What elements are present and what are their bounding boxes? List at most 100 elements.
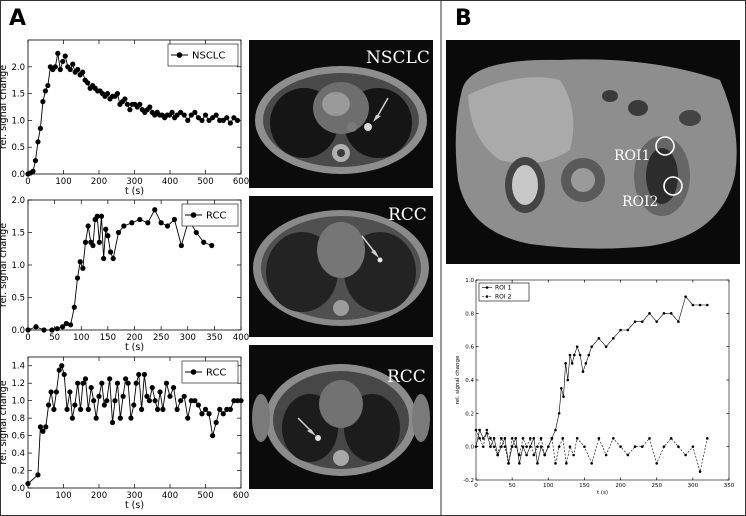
legend-label: NSCLC [192, 51, 225, 62]
data-point [648, 437, 651, 440]
x-tick-label: 0 [25, 491, 30, 501]
data-point [669, 437, 673, 440]
data-point [220, 117, 226, 123]
data-point [54, 326, 60, 332]
data-point [25, 481, 31, 487]
data-point [49, 327, 55, 333]
legend-label: ROI 1 [495, 285, 512, 292]
data-point [163, 380, 170, 386]
data-point [52, 64, 58, 70]
data-point [640, 445, 644, 448]
data-point [64, 406, 70, 412]
data-point [37, 424, 44, 430]
data-point [706, 303, 709, 307]
x-tick-label: 0 [25, 177, 30, 187]
data-point [575, 345, 579, 348]
data-point [210, 433, 216, 439]
data-point [597, 437, 601, 440]
data-point [181, 393, 187, 399]
data-point [136, 371, 142, 378]
data-point [192, 398, 198, 404]
data-point [604, 453, 608, 457]
x-tick-label: 400 [233, 333, 249, 343]
data-point [149, 384, 155, 391]
data-point [93, 415, 99, 421]
data-point [96, 393, 102, 399]
data-point [91, 398, 97, 404]
data-point [48, 389, 54, 395]
x-tick-label: 100 [55, 491, 71, 501]
y-tick-label: 0.0 [11, 484, 25, 494]
data-point [104, 91, 111, 97]
data-point [41, 327, 47, 333]
data-point [559, 387, 563, 390]
y-axis-label: rel. signal change [0, 380, 9, 464]
data-point [43, 424, 49, 430]
data-point [121, 223, 127, 229]
mri-label-rcc-top: RCC [388, 205, 427, 225]
data-point [60, 58, 66, 65]
legend-box [167, 43, 239, 67]
y-axis-label: rel. signal change [455, 355, 461, 404]
data-point [525, 445, 528, 448]
data-point [231, 115, 237, 121]
legend-marker [176, 52, 183, 58]
data-point [583, 445, 586, 448]
legend-marker [485, 295, 489, 298]
y-tick-label: 1.0 [11, 397, 25, 407]
data-point [174, 406, 180, 412]
data-point [507, 462, 510, 465]
data-point [195, 402, 201, 408]
data-point [139, 406, 145, 412]
data-point [45, 402, 52, 408]
data-point [557, 445, 561, 448]
data-point [164, 223, 171, 229]
data-point [561, 437, 565, 440]
data-point [144, 393, 150, 399]
data-point [474, 445, 478, 448]
data-point [158, 220, 164, 226]
y-tick-label: 0.2 [11, 467, 25, 477]
data-point [75, 66, 81, 73]
data-point [25, 327, 31, 333]
y-tick-label: 2.0 [11, 63, 25, 73]
data-point [581, 370, 585, 373]
data-point [154, 406, 161, 412]
legend-box [181, 360, 239, 384]
data-point [597, 337, 601, 340]
data-point [587, 353, 591, 357]
data-point [63, 320, 69, 327]
data-point [107, 249, 114, 255]
data-point [536, 445, 539, 448]
data-point [60, 324, 66, 330]
data-point [51, 406, 57, 412]
data-point [562, 395, 565, 398]
data-point [107, 376, 113, 382]
data-point [131, 402, 137, 408]
data-point [655, 462, 659, 465]
data-point [85, 406, 91, 412]
data-point [539, 445, 543, 448]
y-tick-label: 0.4 [11, 449, 25, 459]
data-point [94, 213, 100, 219]
data-point [528, 437, 532, 440]
data-point [192, 109, 198, 115]
data-point [564, 362, 567, 365]
y-tick-label: 0.5 [11, 294, 25, 304]
data-point [202, 406, 209, 412]
data-point [80, 265, 86, 271]
x-tick-label: 600 [233, 177, 249, 187]
data-point [174, 112, 180, 118]
legend-label: ROI 2 [495, 294, 512, 301]
data-point [127, 107, 133, 113]
data-point [554, 428, 557, 432]
data-point [188, 112, 194, 118]
data-point [217, 406, 223, 412]
data-point [619, 328, 622, 332]
x-axis-label: t (s) [125, 186, 144, 197]
data-point [70, 61, 76, 67]
data-point [604, 345, 608, 348]
x-tick-label: 350 [724, 483, 735, 489]
y-tick-label: 0.0 [11, 170, 25, 180]
data-point [37, 125, 44, 132]
